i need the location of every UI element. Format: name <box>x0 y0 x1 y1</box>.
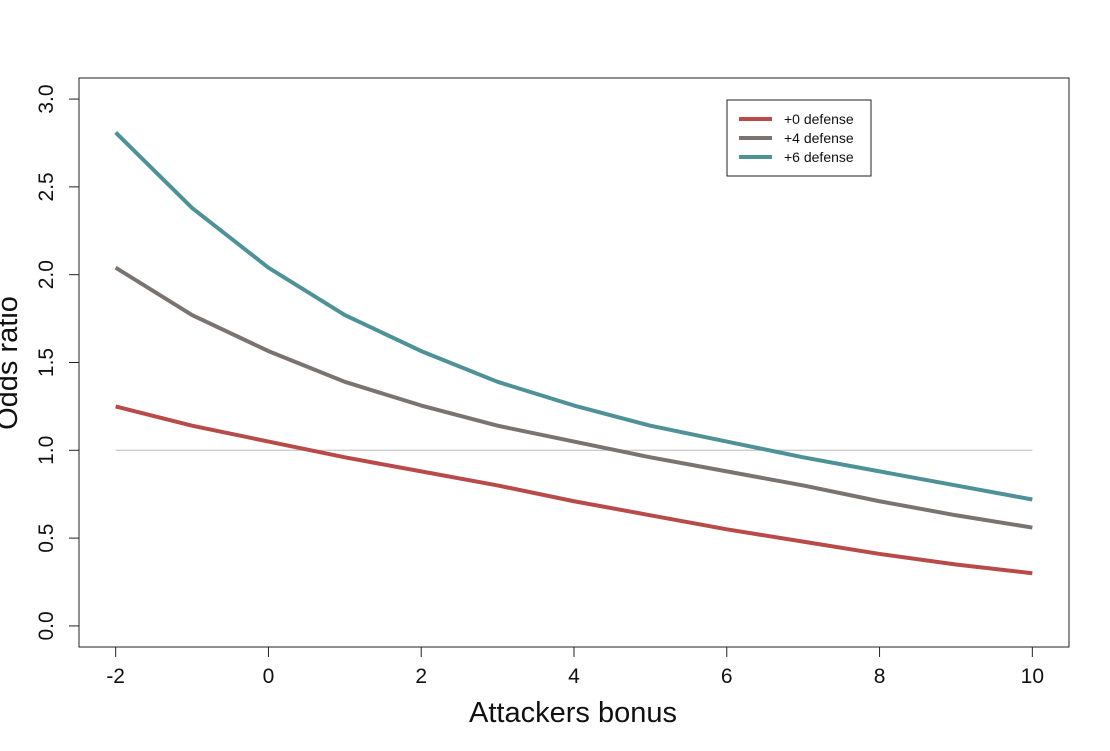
y-tick-label: 0.5 <box>35 524 58 553</box>
legend-label: +6 defense <box>784 149 854 165</box>
x-tick-label: 8 <box>874 665 886 688</box>
series-line <box>115 404 1033 576</box>
y-tick-label: 2.5 <box>35 172 58 201</box>
y-tick-label: 1.5 <box>35 348 58 377</box>
x-tick-label: 4 <box>568 665 580 688</box>
legend-label: +0 defense <box>784 111 854 127</box>
x-tick-label: 10 <box>1021 665 1044 688</box>
series-line <box>114 131 1033 502</box>
x-tick-label: 2 <box>415 665 427 688</box>
legend-label: +4 defense <box>784 130 854 146</box>
x-tick-label: -2 <box>106 665 125 688</box>
x-axis-label: Attackers bonus <box>469 697 677 729</box>
y-tick-label: 2.0 <box>35 260 58 289</box>
y-tick-label: 0.0 <box>35 611 58 640</box>
y-tick-label: 3.0 <box>35 84 58 113</box>
x-tick-label: 0 <box>263 665 275 688</box>
x-tick-label: 6 <box>721 665 733 688</box>
y-tick-label: 1.0 <box>35 436 58 465</box>
series-line <box>114 265 1033 530</box>
y-axis-label: Odds ratio <box>0 296 24 430</box>
